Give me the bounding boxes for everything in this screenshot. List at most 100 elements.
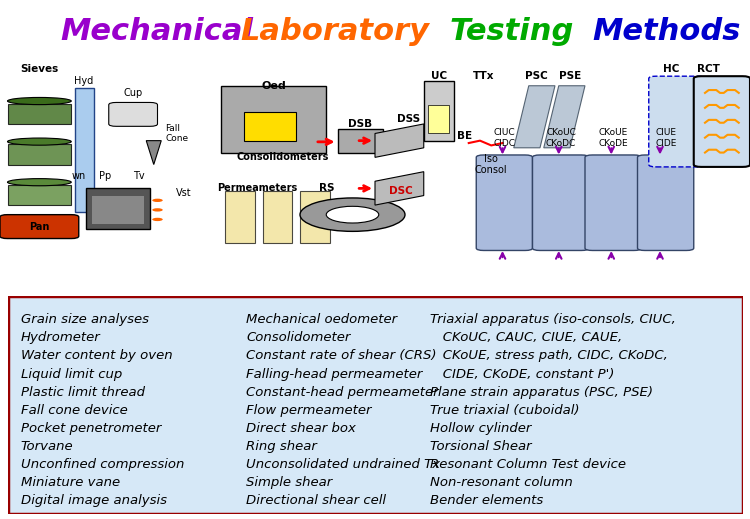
Text: True triaxial (cuboidal): True triaxial (cuboidal) [430, 404, 580, 417]
FancyBboxPatch shape [8, 104, 71, 124]
FancyBboxPatch shape [532, 155, 589, 251]
Polygon shape [514, 86, 555, 148]
Circle shape [300, 198, 405, 231]
Polygon shape [375, 172, 424, 205]
FancyBboxPatch shape [476, 155, 532, 251]
Text: Oed: Oed [261, 81, 286, 91]
FancyBboxPatch shape [694, 76, 750, 167]
Text: Ring shear: Ring shear [246, 440, 317, 453]
Circle shape [152, 218, 163, 221]
Text: Testing: Testing [450, 17, 574, 46]
FancyBboxPatch shape [262, 191, 292, 243]
FancyBboxPatch shape [424, 81, 454, 141]
FancyBboxPatch shape [8, 144, 71, 165]
Text: CKoUC
CKoDC: CKoUC CKoDC [546, 128, 576, 148]
FancyBboxPatch shape [8, 185, 71, 205]
Text: CKoUE, stress path, CIDC, CKoDC,: CKoUE, stress path, CIDC, CKoDC, [430, 349, 668, 362]
Text: Hydrometer: Hydrometer [21, 331, 101, 345]
Text: Falling-head permeameter: Falling-head permeameter [246, 367, 423, 380]
Text: Sieves: Sieves [20, 64, 58, 74]
Polygon shape [146, 141, 161, 165]
Text: Constant rate of shear (CRS): Constant rate of shear (CRS) [246, 349, 436, 362]
Text: Torvane: Torvane [21, 440, 74, 453]
Text: Constant-head permeameter: Constant-head permeameter [246, 386, 439, 399]
Circle shape [152, 208, 163, 212]
Text: Pp: Pp [99, 171, 111, 182]
Text: Laboratory: Laboratory [240, 17, 429, 46]
FancyBboxPatch shape [8, 296, 742, 514]
Text: DSS: DSS [398, 114, 420, 124]
Polygon shape [375, 124, 424, 157]
Circle shape [152, 199, 163, 202]
FancyBboxPatch shape [638, 155, 694, 251]
Text: Unconsolidated undrained Tx: Unconsolidated undrained Tx [246, 458, 440, 471]
Text: PSE: PSE [559, 71, 581, 81]
Text: Triaxial apparatus (iso-consols, CIUC,: Triaxial apparatus (iso-consols, CIUC, [430, 313, 676, 326]
Text: Miniature vane: Miniature vane [21, 476, 120, 489]
Text: Consolidometers: Consolidometers [236, 153, 328, 162]
Text: Fall cone device: Fall cone device [21, 404, 128, 417]
Text: Plastic limit thread: Plastic limit thread [21, 386, 145, 399]
Text: Flow permeameter: Flow permeameter [246, 404, 372, 417]
FancyBboxPatch shape [244, 112, 296, 141]
Text: Permeameters: Permeameters [217, 183, 298, 194]
Text: Cup: Cup [124, 88, 143, 98]
FancyBboxPatch shape [0, 215, 79, 239]
Text: CKoUE
CKoDE: CKoUE CKoDE [598, 128, 628, 148]
Ellipse shape [8, 98, 71, 105]
FancyBboxPatch shape [428, 105, 449, 133]
Ellipse shape [8, 138, 71, 145]
FancyBboxPatch shape [225, 191, 255, 243]
Text: Resonant Column Test device: Resonant Column Test device [430, 458, 626, 471]
Text: CIUE
CIDE: CIUE CIDE [656, 128, 676, 148]
Text: Direct shear box: Direct shear box [246, 422, 356, 435]
Text: Iso
Consol: Iso Consol [475, 154, 508, 175]
Text: Hollow cylinder: Hollow cylinder [430, 422, 532, 435]
Text: Consolidometer: Consolidometer [246, 331, 351, 345]
FancyBboxPatch shape [300, 191, 330, 243]
Text: Digital image analysis: Digital image analysis [21, 494, 166, 507]
FancyBboxPatch shape [86, 188, 150, 229]
Ellipse shape [8, 179, 71, 186]
Text: TTx: TTx [473, 71, 494, 81]
Text: Simple shear: Simple shear [246, 476, 333, 489]
Text: wn: wn [72, 171, 86, 182]
Text: RCT: RCT [698, 64, 720, 74]
Circle shape [326, 207, 379, 223]
Text: Pocket penetrometer: Pocket penetrometer [21, 422, 161, 435]
Text: Directional shear cell: Directional shear cell [246, 494, 386, 507]
Text: Torsional Shear: Torsional Shear [430, 440, 532, 453]
Text: Pan: Pan [28, 222, 50, 231]
Text: CIDE, CKoDE, constant P'): CIDE, CKoDE, constant P') [430, 367, 614, 380]
Text: RS: RS [319, 183, 334, 194]
Text: BE: BE [458, 131, 472, 141]
Text: DSC: DSC [389, 186, 413, 196]
Text: Unconfined compression: Unconfined compression [21, 458, 184, 471]
Text: Methods: Methods [592, 17, 741, 46]
Text: Vst: Vst [176, 188, 191, 198]
Text: Mechanical: Mechanical [60, 17, 253, 46]
Text: Plane strain apparatus (PSC, PSE): Plane strain apparatus (PSC, PSE) [430, 386, 653, 399]
Polygon shape [544, 86, 585, 148]
Text: DSB: DSB [348, 119, 372, 129]
FancyBboxPatch shape [75, 88, 94, 212]
FancyBboxPatch shape [221, 86, 326, 153]
Text: Non-resonant column: Non-resonant column [430, 476, 573, 489]
Text: CIUC
CIDC: CIUC CIDC [494, 128, 516, 148]
Text: Mechanical oedometer: Mechanical oedometer [246, 313, 398, 326]
FancyBboxPatch shape [585, 155, 641, 251]
FancyBboxPatch shape [92, 196, 144, 224]
Text: Water content by oven: Water content by oven [21, 349, 172, 362]
Text: Grain size analyses: Grain size analyses [21, 313, 148, 326]
FancyBboxPatch shape [109, 102, 158, 126]
Text: Bender elements: Bender elements [430, 494, 543, 507]
FancyBboxPatch shape [338, 129, 382, 153]
Text: Hyd: Hyd [74, 76, 94, 86]
Text: Liquid limit cup: Liquid limit cup [21, 367, 122, 380]
Text: Fall
Cone: Fall Cone [165, 124, 188, 143]
Text: UC: UC [430, 71, 447, 81]
Text: Tv: Tv [133, 171, 145, 182]
Text: PSC: PSC [525, 71, 548, 81]
FancyBboxPatch shape [649, 76, 705, 167]
Text: CKoUC, CAUC, CIUE, CAUE,: CKoUC, CAUC, CIUE, CAUE, [430, 331, 622, 345]
